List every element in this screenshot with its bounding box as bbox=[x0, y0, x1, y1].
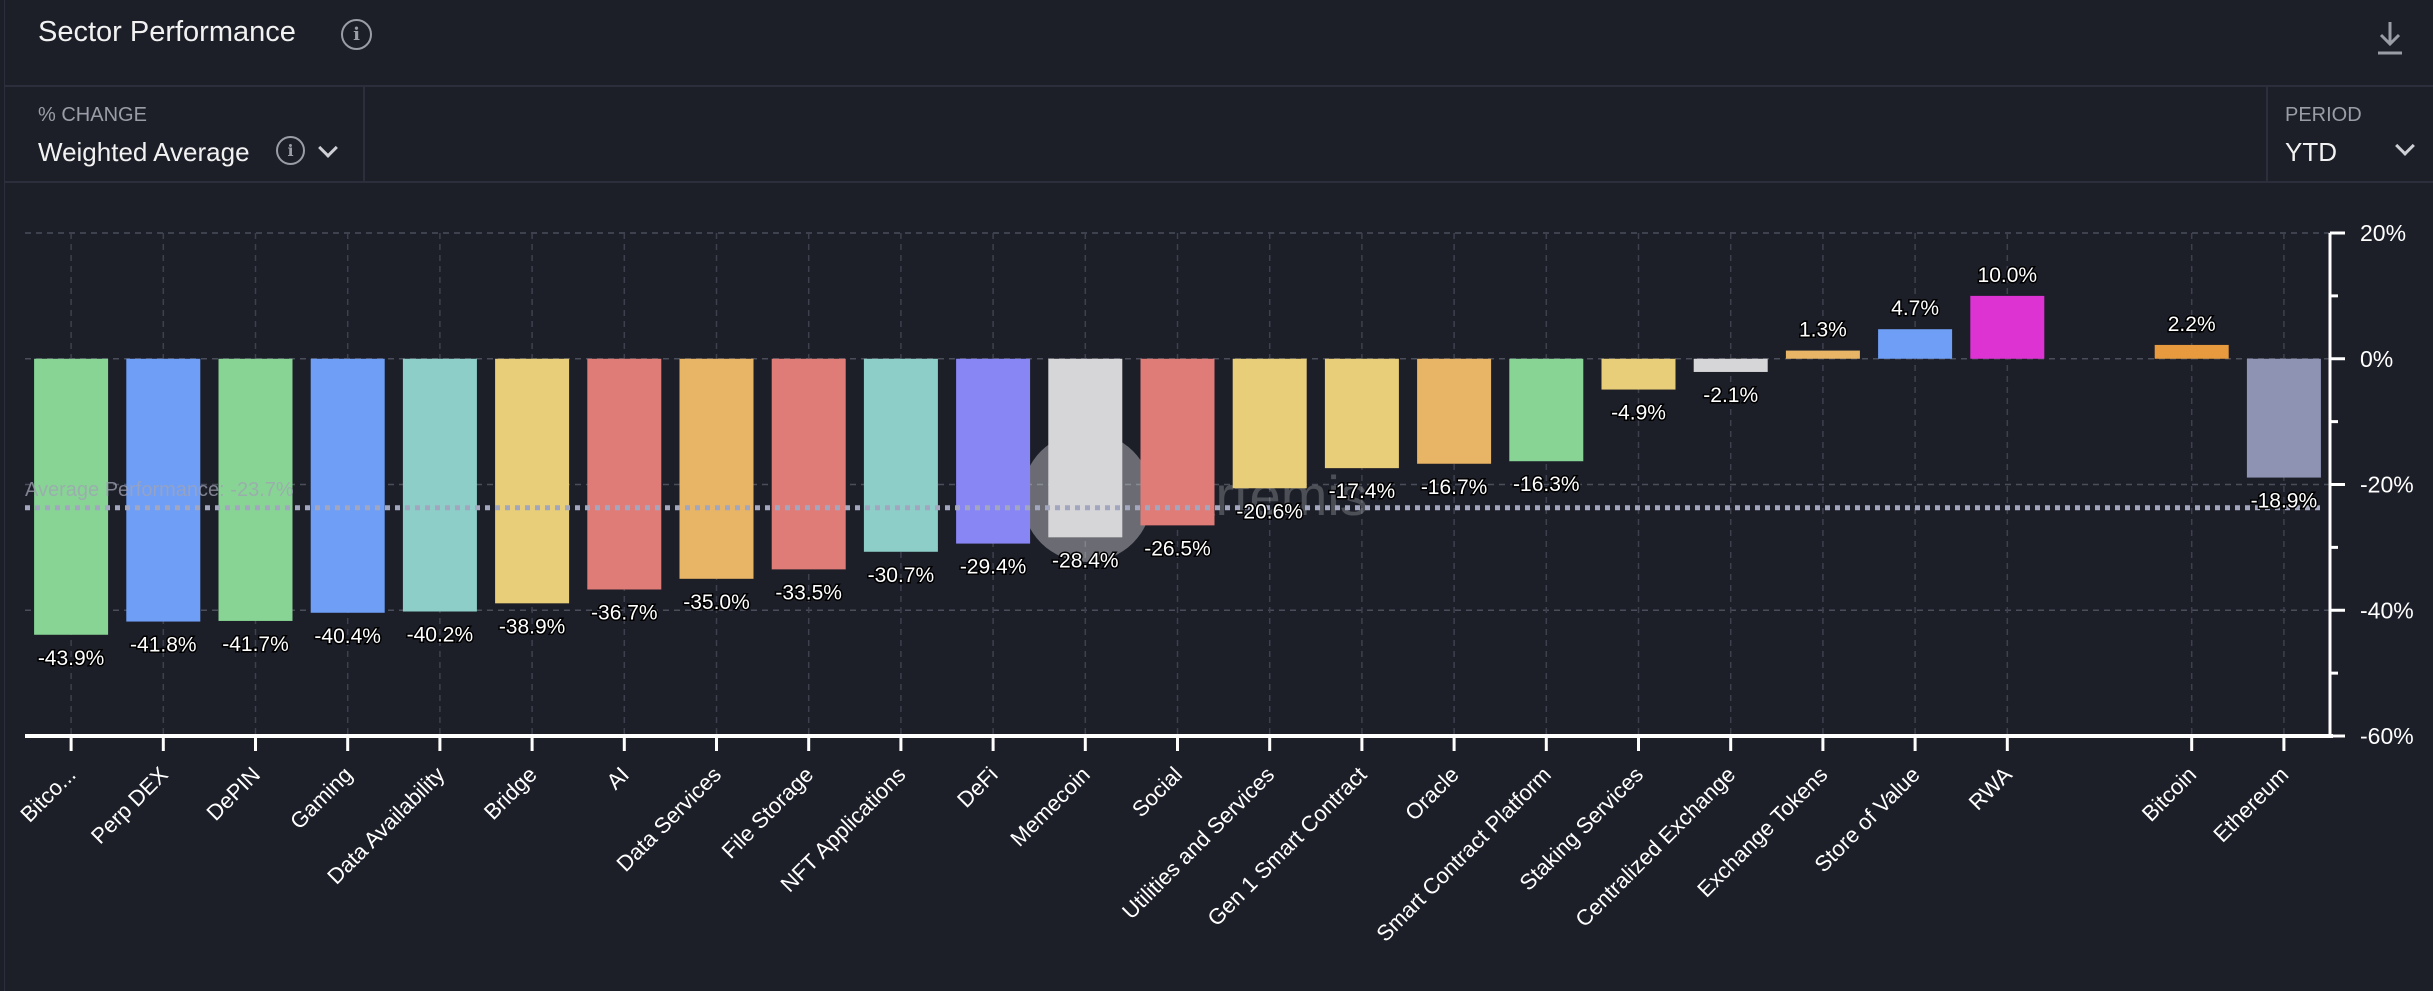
x-tick-label: DeFi bbox=[952, 762, 1003, 813]
bar-memecoin bbox=[1048, 358, 1123, 538]
bar-depin bbox=[218, 358, 293, 621]
x-tick-label: Utilities and Services bbox=[1117, 762, 1279, 924]
period-dropdown[interactable]: PERIOD YTD bbox=[2266, 87, 2433, 181]
bar-social bbox=[1140, 358, 1215, 526]
value-label: -4.9% bbox=[1611, 402, 1666, 425]
value-label: -41.8% bbox=[130, 634, 197, 657]
x-tick-label: File Storage bbox=[717, 762, 819, 864]
value-label: -20.6% bbox=[1236, 500, 1303, 523]
x-tick-label: Bridge bbox=[479, 762, 542, 825]
value-label: -38.9% bbox=[499, 615, 566, 638]
x-tick-label: AI bbox=[601, 762, 633, 794]
x-tick-label: Bitco... bbox=[15, 762, 80, 827]
value-label: -17.4% bbox=[1329, 480, 1396, 503]
value-label: -28.4% bbox=[1052, 549, 1119, 572]
value-label: -30.7% bbox=[868, 564, 935, 587]
x-tick-label: Gen 1 Smart Contract bbox=[1202, 762, 1371, 931]
bar-exchange-tokens bbox=[1785, 350, 1860, 359]
bar-ai bbox=[587, 358, 662, 590]
bar-ethereum bbox=[2246, 358, 2321, 478]
value-label: -2.1% bbox=[1703, 384, 1758, 407]
value-label: -29.4% bbox=[960, 556, 1027, 579]
value-label: 4.7% bbox=[1891, 297, 1939, 320]
period-value[interactable]: YTD bbox=[2285, 137, 2337, 167]
y-tick-label: -20% bbox=[2360, 472, 2414, 498]
x-tick-label: Smart Contract Platform bbox=[1371, 762, 1556, 947]
x-tick-label: Gaming bbox=[285, 762, 357, 834]
y-tick-label: -40% bbox=[2360, 597, 2414, 623]
bar-perp-dex bbox=[126, 358, 201, 622]
value-label: 1.3% bbox=[1799, 319, 1847, 342]
x-tick-label: Memecoin bbox=[1005, 762, 1094, 851]
value-label: -40.2% bbox=[407, 624, 474, 647]
x-tick-label: Oracle bbox=[1400, 762, 1463, 825]
value-label: -16.3% bbox=[1513, 473, 1580, 496]
x-tick-label: Ethereum bbox=[2208, 762, 2293, 847]
x-tick-label: Bitcoin bbox=[2137, 762, 2201, 826]
y-tick-label: -60% bbox=[2360, 723, 2414, 749]
y-tick-label: 20% bbox=[2360, 220, 2406, 246]
value-label: -43.9% bbox=[38, 647, 105, 670]
percent-change-label: % CHANGE bbox=[38, 104, 147, 126]
value-label: -36.7% bbox=[591, 602, 658, 625]
bar-bridge bbox=[495, 358, 570, 604]
value-label: -16.7% bbox=[1421, 476, 1488, 499]
sector-performance-panel: Sector Performance i % CHANGE Weighted Av… bbox=[4, 0, 2433, 991]
panel-header: Sector Performance i bbox=[5, 0, 2433, 87]
average-label: Average Performance: -23.7% bbox=[25, 479, 294, 501]
bar-data-availability bbox=[402, 358, 477, 612]
value-label: 2.2% bbox=[2168, 313, 2216, 336]
bar-bitcoin bbox=[2154, 344, 2229, 359]
bar-rwa bbox=[1970, 295, 2045, 359]
info-icon[interactable]: i bbox=[276, 136, 305, 165]
bar-utilities-and-services bbox=[1232, 358, 1307, 489]
bar-store-of-value bbox=[1878, 329, 1953, 359]
value-label: 10.0% bbox=[1978, 264, 2038, 287]
bar-smart-contract-platform bbox=[1509, 358, 1584, 462]
title-text: Sector Performance bbox=[38, 16, 296, 48]
bar-nft-applications bbox=[863, 358, 938, 552]
x-tick-label: Perp DEX bbox=[86, 762, 173, 849]
x-tick-label: Centralized Exchange bbox=[1570, 762, 1740, 932]
x-tick-label: Social bbox=[1127, 762, 1187, 822]
bar-oracle bbox=[1417, 358, 1492, 464]
bar-data-services bbox=[679, 358, 754, 579]
bar-centralized-exchange bbox=[1693, 358, 1768, 372]
download-icon[interactable] bbox=[2375, 20, 2405, 56]
x-tick-label: DePIN bbox=[202, 762, 265, 825]
bar-staking-services bbox=[1601, 358, 1676, 390]
value-label: -41.7% bbox=[222, 633, 289, 656]
value-label: -26.5% bbox=[1144, 537, 1211, 560]
x-tick-label: RWA bbox=[1964, 762, 2017, 815]
info-icon[interactable]: i bbox=[341, 19, 372, 50]
bar-gen-1-smart-contract bbox=[1324, 358, 1399, 469]
period-label: PERIOD bbox=[2285, 104, 2362, 126]
page-title: Sector Performance i bbox=[38, 16, 372, 50]
bar-bitco- bbox=[34, 358, 109, 635]
value-label: -18.9% bbox=[2251, 490, 2318, 513]
value-label: -33.5% bbox=[775, 581, 842, 604]
value-label: -40.4% bbox=[314, 625, 381, 648]
percent-change-dropdown[interactable]: % CHANGE Weighted Average i bbox=[5, 87, 365, 181]
chart-controls: % CHANGE Weighted Average i PERIOD YTD bbox=[5, 87, 2433, 183]
percent-change-value[interactable]: Weighted Average bbox=[38, 137, 250, 167]
bar-gaming bbox=[310, 358, 385, 613]
bar-file-storage bbox=[771, 358, 846, 570]
bar-defi bbox=[956, 358, 1031, 544]
y-tick-label: 0% bbox=[2360, 346, 2393, 372]
value-label: -35.0% bbox=[683, 591, 750, 614]
